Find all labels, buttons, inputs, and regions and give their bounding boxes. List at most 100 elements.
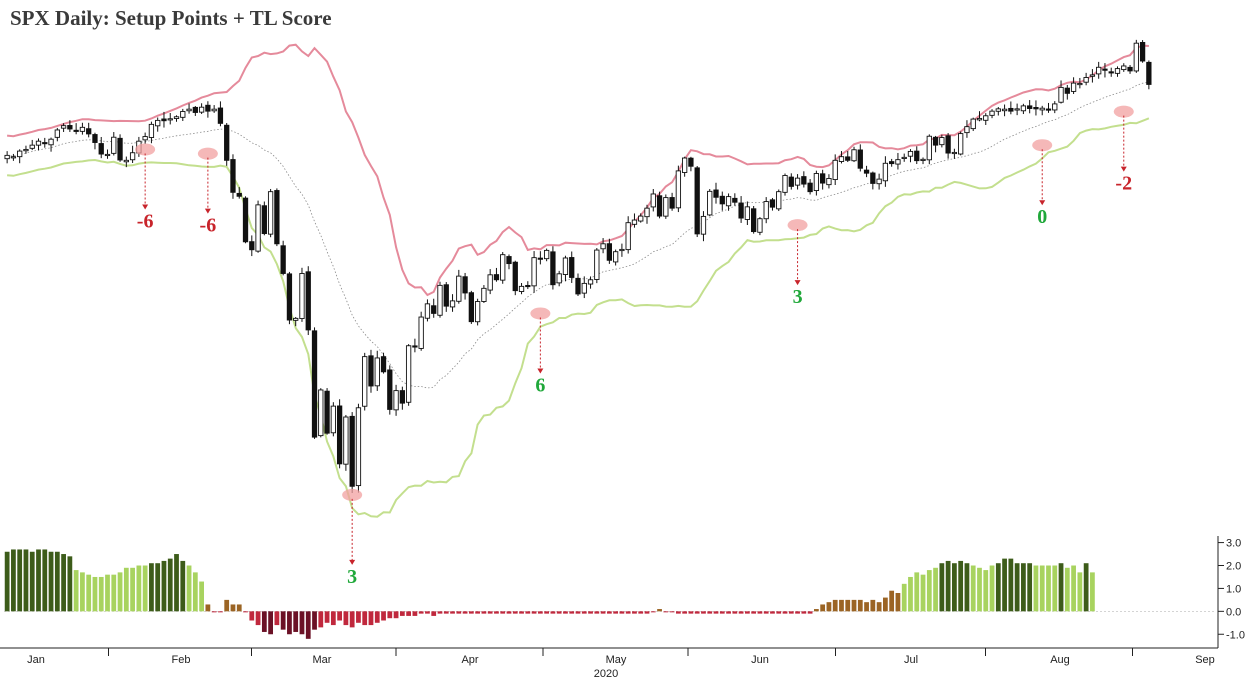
tl-score-bar [437,611,443,614]
candle-body [293,317,299,321]
x-tick-label: Aug [1050,654,1070,666]
tl-score-bar [989,565,995,612]
tl-score-bar [211,611,217,613]
tl-score-bar [939,563,945,612]
candle-body [449,300,456,308]
tl-score-bar [255,611,261,626]
candle-body [713,189,719,198]
candle-body [424,303,431,319]
setup-marker [197,147,218,160]
setup-arrow-head [349,559,356,565]
setup-point-label: -6 [137,210,154,232]
tl-score-bar [839,599,844,612]
tl-score-bar [569,611,575,614]
tl-score-bar [149,563,154,612]
candle-body [575,277,581,295]
candle-body [920,158,926,161]
candle-body [669,197,675,209]
candle-body [299,273,305,320]
tl-score-bar [763,611,769,614]
tl-score-bar [632,611,637,614]
candle-body [1102,68,1108,71]
tl-score-bar [613,611,619,614]
candle-body [506,256,512,265]
candle-body [989,110,995,116]
tl-score-bar [1002,558,1007,612]
tl-score-bar [362,611,368,626]
tl-score-bar [588,611,593,614]
tl-score-bar [606,611,612,614]
candle-body [418,316,424,349]
tl-score-bar [29,551,35,612]
tl-score-bar [876,602,882,612]
upper-band-line [7,43,1149,297]
x-year-label: 2020 [594,668,618,678]
candle-body [349,415,355,487]
candle-body [437,284,443,316]
candle-body [249,241,255,251]
candle-body [324,390,330,434]
candle-body [1121,65,1127,71]
tl-score-bar [167,558,173,612]
tl-score-bar [920,574,926,612]
candle-body [663,197,669,217]
tl-score-bar [224,599,230,612]
setup-marker [342,488,363,501]
candle-body [368,355,374,387]
candle-body [907,150,914,157]
candle-body [92,134,98,143]
tl-score-bar [111,574,117,612]
candle-body [1146,61,1152,85]
tl-score-bar [117,572,123,612]
candle-body [845,156,851,161]
tl-score-bar [36,549,41,612]
tl-score-bar [525,611,531,614]
candle-body [311,330,318,438]
tl-score-bar [356,611,361,623]
tl-score-bar [563,611,568,614]
tl-score-bar [475,611,481,614]
tl-score-bar [1027,563,1033,612]
tl-score-bar [701,611,706,614]
candle-body [10,156,17,159]
candle-body [1133,42,1139,72]
tl-score-bar [425,611,430,614]
candle-body [851,149,857,162]
candle-body [186,108,192,112]
tl-score-bar [299,611,305,635]
candle-body [744,206,751,220]
candle-body [180,111,186,118]
x-tick-label: Feb [172,654,191,666]
candle-body [776,191,782,210]
candle-body [838,156,845,162]
tl-score-bar [324,611,330,623]
candle-body [205,104,211,112]
candle-body [487,274,493,291]
tl-score-bar [688,611,694,614]
candle-body [318,389,324,437]
tl-score-bar [908,576,913,612]
candle-body [870,172,876,184]
x-tick-label: Mar [313,654,332,666]
candle-body [512,261,518,292]
candle-body [932,136,939,146]
candle-body [305,271,311,331]
candle-body [443,284,449,307]
candle-body [280,245,286,274]
candle-body [675,170,682,209]
candle-body [807,182,813,193]
candle-body [129,152,136,161]
candle-body [719,195,725,205]
tl-score-bar [1014,563,1020,612]
tl-score-bar [1021,563,1026,612]
candle-body [462,276,468,294]
tl-score-bar [575,611,581,614]
candle-body [820,173,826,184]
tl-score-bar [23,549,29,612]
tl-score-bar [1064,567,1070,612]
tl-score-bar [73,570,79,612]
candle-body [405,345,412,403]
tl-score-bar [895,593,901,612]
candle-body [48,138,54,146]
